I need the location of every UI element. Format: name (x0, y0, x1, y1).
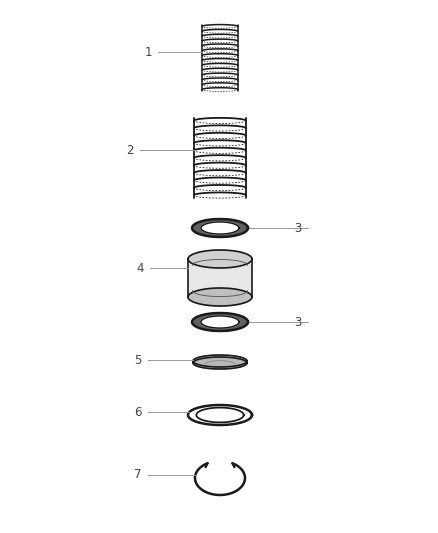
Polygon shape (187, 259, 251, 297)
Polygon shape (201, 222, 239, 234)
Text: 7: 7 (134, 469, 141, 481)
Polygon shape (193, 355, 247, 367)
Polygon shape (187, 250, 251, 268)
Polygon shape (191, 313, 247, 331)
Polygon shape (201, 316, 239, 328)
Text: 3: 3 (294, 222, 301, 235)
Text: 4: 4 (136, 262, 144, 274)
Text: 2: 2 (126, 143, 134, 157)
Polygon shape (193, 357, 247, 369)
Text: 6: 6 (134, 406, 141, 418)
Polygon shape (187, 288, 251, 306)
Text: 5: 5 (134, 353, 141, 367)
Text: 3: 3 (294, 316, 301, 328)
Polygon shape (193, 361, 247, 363)
Polygon shape (191, 219, 247, 237)
Text: 1: 1 (144, 45, 152, 59)
